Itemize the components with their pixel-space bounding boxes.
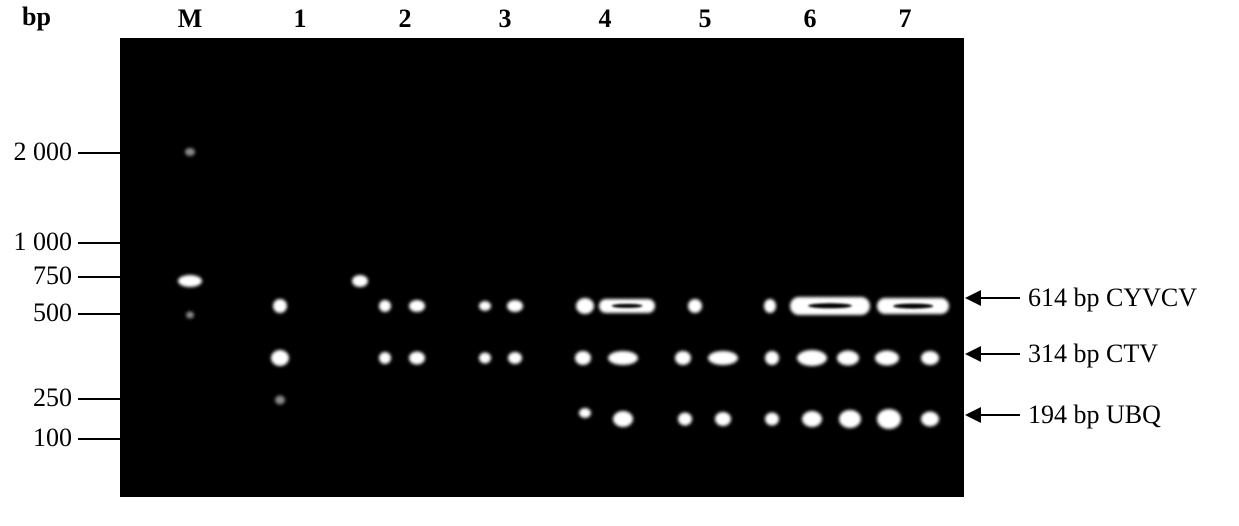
gel-band	[508, 352, 522, 364]
gel-band	[352, 275, 368, 287]
ladder-tick	[78, 242, 138, 244]
lane-label-6: 6	[804, 4, 817, 34]
gel-band	[715, 412, 731, 426]
ladder-tick	[78, 152, 138, 154]
gel-band	[479, 301, 491, 311]
gel-band	[576, 298, 594, 314]
gel-band	[875, 351, 899, 366]
gel-band	[765, 351, 779, 365]
lane-label-M: M	[178, 4, 203, 34]
lane-label-3: 3	[499, 4, 512, 34]
gel-band	[765, 413, 779, 426]
gel-band	[613, 411, 633, 427]
gel-band	[797, 350, 827, 366]
gel-band	[802, 411, 822, 427]
gel-band	[921, 412, 939, 427]
lane-label-7: 7	[899, 4, 912, 34]
gel-band	[708, 351, 738, 365]
gel-band	[271, 350, 289, 366]
ladder-label: 250	[33, 383, 72, 413]
gel-band	[678, 413, 692, 426]
arrow-line	[979, 297, 1020, 299]
ladder-label: 500	[33, 298, 72, 328]
ladder-label: 2 000	[14, 137, 73, 167]
band-annotation: 314 bp CTV	[1028, 339, 1158, 369]
gel-figure: { "figure": { "bp_header": "bp", "gel": …	[0, 0, 1239, 526]
band-annotation: 614 bp CYVCV	[1028, 283, 1197, 313]
gel-band	[185, 148, 195, 156]
gel-band	[575, 351, 591, 365]
gel-band	[409, 300, 425, 312]
ladder-tick	[78, 398, 138, 400]
ladder-label: 100	[33, 423, 72, 453]
gel-band-core	[893, 304, 933, 309]
gel-band	[379, 352, 391, 364]
gel-band	[379, 300, 391, 312]
lane-label-5: 5	[699, 4, 712, 34]
gel-band	[877, 409, 901, 429]
gel-band	[837, 351, 859, 366]
gel-band	[409, 352, 425, 365]
gel-band	[178, 275, 202, 287]
gel-band	[675, 351, 691, 365]
gel-band	[608, 351, 638, 365]
lane-label-4: 4	[599, 4, 612, 34]
gel-band	[839, 410, 861, 428]
gel-band	[579, 408, 591, 418]
gel-band	[507, 300, 523, 312]
arrow-line	[979, 414, 1020, 416]
gel-band	[764, 299, 776, 313]
ladder-label: 1 000	[14, 227, 73, 257]
gel-band	[273, 299, 287, 313]
gel-band	[688, 299, 702, 313]
gel-band	[921, 351, 939, 365]
bp-header: bp	[22, 2, 51, 32]
arrow-line	[979, 353, 1020, 355]
ladder-tick	[78, 276, 138, 278]
lane-label-1: 1	[294, 4, 307, 34]
ladder-tick	[78, 313, 138, 315]
gel-band	[479, 353, 491, 364]
lane-label-2: 2	[399, 4, 412, 34]
ladder-tick	[78, 438, 138, 440]
gel-band	[186, 312, 194, 319]
gel-image	[120, 38, 964, 497]
ladder-label: 750	[33, 261, 72, 291]
gel-band	[275, 396, 285, 405]
band-annotation: 194 bp UBQ	[1028, 400, 1161, 430]
